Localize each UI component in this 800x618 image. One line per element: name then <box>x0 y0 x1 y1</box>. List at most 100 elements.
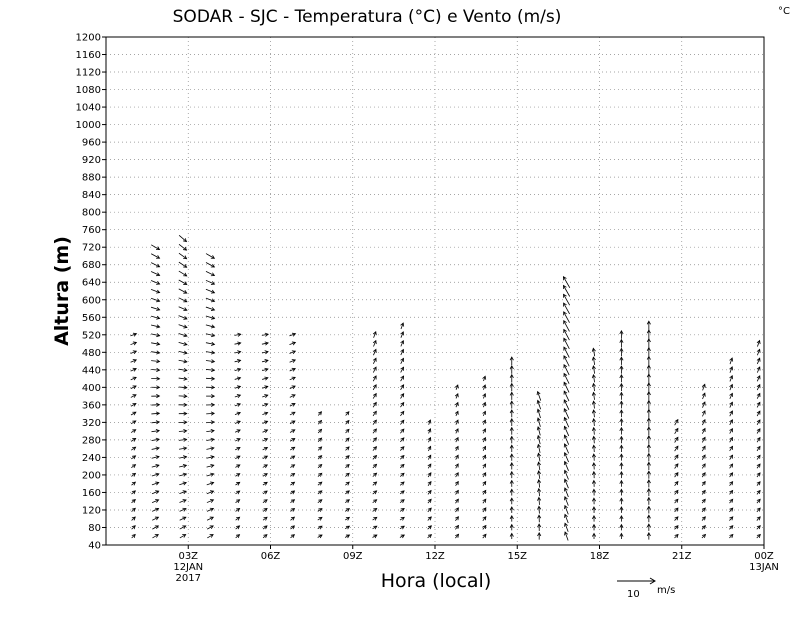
wind-vector <box>151 351 160 354</box>
wind-vector <box>756 446 761 452</box>
wind-vector-head <box>263 446 269 451</box>
wind-vector-head <box>646 399 651 404</box>
wind-vector-head <box>132 376 137 381</box>
wind-vector-head <box>674 418 679 424</box>
wind-vector-head <box>264 385 269 390</box>
wind-vector-head <box>646 505 651 510</box>
wind-vector-head <box>619 479 624 484</box>
wind-vector <box>178 279 187 285</box>
wind-vector-head <box>400 428 405 433</box>
wind-vector <box>729 366 733 373</box>
wind-vector-head <box>182 455 188 460</box>
wind-vector-head <box>427 480 432 486</box>
wind-vector-head <box>318 525 323 530</box>
wind-vector-head <box>400 401 405 407</box>
wind-vector <box>205 271 215 276</box>
wind-vector-head <box>290 507 296 512</box>
wind-vector-head <box>591 462 597 467</box>
wind-vector-head <box>210 272 216 277</box>
wind-vector-head <box>756 339 761 345</box>
wind-vector-head <box>131 481 137 486</box>
wind-vector-head <box>156 385 161 390</box>
wind-vector <box>400 375 404 382</box>
wind-vector-head <box>729 357 734 362</box>
wind-vector <box>290 473 295 477</box>
wind-vector <box>262 429 268 433</box>
wind-vector <box>400 322 404 330</box>
wind-vector-head <box>563 478 568 483</box>
wind-vector <box>151 412 160 415</box>
wind-vector <box>756 463 761 469</box>
wind-vector-head <box>236 446 241 451</box>
wind-vector <box>729 481 733 486</box>
wind-vector <box>179 499 187 503</box>
wind-vector <box>178 439 187 441</box>
wind-vector <box>205 351 215 354</box>
y-tick-label: 280 <box>82 435 101 446</box>
wind-vector-head <box>211 376 216 381</box>
y-tick-label: 1000 <box>76 120 101 131</box>
wind-vector-head <box>591 382 596 388</box>
wind-vector-head <box>290 516 296 521</box>
wind-vector <box>564 487 569 498</box>
wind-vector-head <box>674 436 679 441</box>
wind-vector-head <box>482 375 487 380</box>
wind-vector <box>130 420 137 425</box>
wind-vector-head <box>236 499 241 504</box>
y-tick-label: 720 <box>82 243 101 254</box>
wind-vector <box>178 270 187 277</box>
wind-vector-head <box>236 534 241 539</box>
wind-vector-head <box>183 359 188 364</box>
wind-vector-head <box>509 382 514 387</box>
wind-vector-head <box>729 410 733 415</box>
wind-vector-head <box>674 507 679 512</box>
wind-vector-head <box>345 437 350 442</box>
wind-vector-head <box>563 399 568 404</box>
wind-vector <box>593 374 595 383</box>
wind-vector-head <box>455 533 460 538</box>
wind-vector-head <box>646 523 651 528</box>
wind-vector-head <box>132 446 137 451</box>
wind-vector <box>205 369 215 371</box>
wind-vector <box>234 368 241 372</box>
wind-vector-head <box>646 514 651 519</box>
wind-vector-head <box>132 350 138 355</box>
wind-vector-head <box>400 348 405 354</box>
y-tick-label: 160 <box>82 488 101 499</box>
wind-vector-head <box>291 385 296 390</box>
wind-vector-head <box>536 443 541 448</box>
wind-vector-head <box>400 437 405 442</box>
wind-vector <box>150 306 160 311</box>
wind-vector-head <box>400 375 405 380</box>
wind-vector-head <box>674 454 679 459</box>
wind-vector <box>538 497 540 505</box>
wind-vector <box>564 479 569 489</box>
wind-vector-head <box>427 525 432 530</box>
wind-vector-head <box>536 452 541 457</box>
wind-vector <box>130 376 137 381</box>
wind-vector-head <box>372 375 377 380</box>
wind-vector-head <box>537 505 542 510</box>
wind-vector <box>537 400 542 410</box>
wind-vector-head <box>454 445 459 450</box>
wind-vector-head <box>291 350 297 355</box>
wind-vector-head <box>729 392 733 397</box>
wind-vector <box>701 472 706 478</box>
wind-vector-head <box>674 472 679 477</box>
wind-vector-head <box>701 410 706 415</box>
wind-vector <box>262 447 268 451</box>
wind-vector <box>756 402 761 408</box>
wind-vector <box>151 456 160 459</box>
y-tick-label: 1040 <box>76 103 101 114</box>
wind-vector <box>564 434 570 445</box>
wind-vector-head <box>156 324 161 329</box>
wind-vector <box>373 340 377 347</box>
wind-vector <box>152 516 159 521</box>
wind-vector <box>206 430 215 433</box>
wind-vector-head <box>132 437 137 442</box>
y-tick-label: 960 <box>82 138 101 149</box>
wind-vector-head <box>563 372 568 378</box>
wind-vector <box>756 419 761 426</box>
wind-vector <box>674 428 679 435</box>
wind-vector <box>372 464 377 469</box>
